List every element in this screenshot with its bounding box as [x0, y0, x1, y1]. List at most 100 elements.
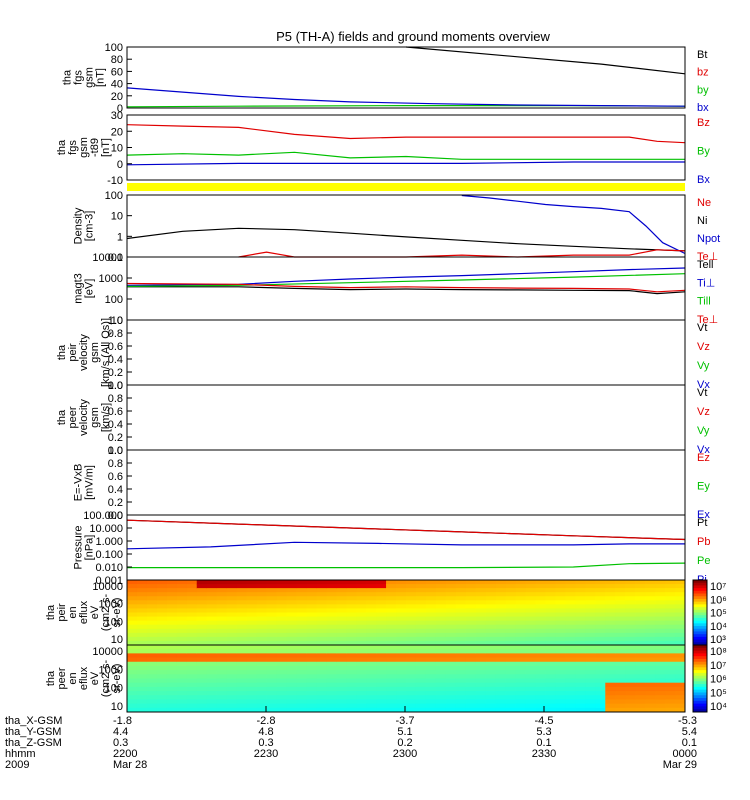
spectrogram-cell	[326, 632, 337, 638]
spectrogram-cell	[396, 691, 407, 696]
y-tick-label: 0.2	[108, 497, 123, 509]
spectrogram-cell	[266, 661, 277, 667]
spectrogram-cell	[127, 580, 138, 585]
spectrogram-cell	[665, 649, 676, 654]
spectrogram-cell	[505, 584, 517, 589]
spectrogram-cell	[485, 632, 497, 638]
spectrogram-cell	[136, 707, 148, 713]
spectrogram-cell	[127, 584, 138, 589]
spectrogram-cell	[246, 707, 258, 713]
spectrogram-cell	[186, 661, 198, 667]
spectrogram-cell	[545, 699, 556, 705]
spectrogram-cell	[495, 674, 507, 679]
footer-row-label: tha_Y-GSM	[5, 726, 61, 738]
spectrogram-cell	[286, 604, 297, 609]
spectrogram-cell	[226, 628, 238, 634]
spectrogram-cell	[605, 695, 616, 700]
spectrogram-cell	[336, 691, 347, 696]
spectrogram-cell	[166, 665, 178, 671]
colorbar-cell	[693, 620, 707, 624]
spectrogram-cell	[485, 649, 497, 654]
spectrogram-cell	[376, 640, 387, 646]
spectrogram-cell	[565, 678, 576, 684]
spectrogram-cell	[415, 612, 427, 618]
spectrogram-cell	[525, 640, 537, 646]
spectrogram-cell	[286, 632, 297, 638]
spectrogram-cell	[216, 699, 228, 705]
spectrogram-cell	[356, 678, 367, 684]
spectrogram-cell	[535, 628, 546, 634]
panel-6: 0.00.20.40.60.81.0VtVzVyVxthapeervelocit…	[56, 380, 710, 457]
colorbar-cell	[693, 706, 707, 710]
spectrogram-cell	[575, 600, 586, 605]
spectrogram-cell	[266, 682, 277, 688]
spectrogram-cell	[585, 707, 596, 713]
spectrogram-cell	[495, 707, 507, 713]
spectrogram-cell	[256, 670, 267, 675]
y-axis-label-line: sr-eV)	[111, 598, 123, 628]
spectrogram-cell	[296, 584, 307, 589]
spectrogram-cell	[216, 588, 228, 593]
spectrogram-cell	[316, 596, 327, 601]
spectrogram-cell	[396, 600, 407, 605]
spectrogram-cell	[346, 592, 357, 597]
spectrogram-cell	[226, 653, 238, 659]
spectrogram-cell	[226, 645, 238, 650]
y-axis-label-line: fgs	[67, 140, 79, 155]
spectrogram-cell	[316, 632, 327, 638]
spectrogram-cell	[206, 695, 218, 700]
spectrogram-cell	[605, 620, 616, 626]
spectrogram-cell	[146, 580, 158, 585]
spectrogram-cell	[366, 661, 377, 667]
spectrogram-cell	[176, 592, 188, 597]
spectrogram-cell	[445, 628, 457, 634]
spectrogram-cell	[127, 596, 138, 601]
spectrogram-cell	[515, 628, 527, 634]
spectrogram-cell	[136, 612, 148, 618]
spectrogram-cell	[565, 640, 576, 646]
spectrogram-cell	[186, 600, 198, 605]
spectrogram-cell	[565, 653, 576, 659]
spectrogram-cell	[326, 665, 337, 671]
spectrogram-cell	[406, 665, 417, 671]
spectrogram-cell	[605, 699, 616, 705]
spectrogram-cell	[226, 686, 238, 692]
spectrogram-cell	[495, 670, 507, 675]
spectrogram-cell	[645, 665, 656, 671]
y-tick-label: 0.6	[108, 406, 123, 418]
spectrogram-cell	[565, 596, 576, 601]
spectrogram-cell	[286, 653, 297, 659]
spectrogram-cell	[386, 691, 397, 696]
spectrogram-cell	[326, 653, 337, 659]
spectrogram-cell	[665, 640, 676, 646]
spectrogram-cell	[186, 580, 198, 585]
spectrogram-cell	[675, 640, 686, 646]
spectrogram-cell	[276, 703, 287, 709]
spectrogram-cell	[645, 612, 656, 618]
spectrogram-cell	[605, 588, 616, 593]
spectrogram-cell	[266, 665, 277, 671]
spectrogram-cell	[406, 604, 417, 609]
spectrogram-cell	[206, 686, 218, 692]
colorbar-cell	[693, 607, 707, 611]
spectrogram-cell	[465, 674, 477, 679]
spectrogram-cell	[655, 624, 666, 630]
spectrogram-cell	[296, 645, 307, 650]
spectrogram-cell	[366, 691, 377, 696]
spectrogram-cell	[465, 661, 477, 667]
spectrogram-cell	[396, 588, 407, 593]
spectrogram-cell	[136, 640, 148, 646]
spectrogram-cell	[445, 608, 457, 613]
spectrogram-cell	[465, 686, 477, 692]
spectrogram-cell	[515, 616, 527, 622]
spectrogram-cell	[575, 695, 586, 700]
spectrogram-cell	[346, 588, 357, 593]
spectrogram-cell	[236, 596, 248, 601]
colorbar-tick-label: 10⁶	[710, 594, 727, 606]
spectrogram-cell	[186, 588, 198, 593]
spectrogram-cell	[136, 608, 148, 613]
spectrogram-cell	[475, 640, 487, 646]
spectrogram-cell	[455, 649, 467, 654]
spectrogram-cell	[286, 628, 297, 634]
spectrogram-cell	[675, 604, 686, 609]
